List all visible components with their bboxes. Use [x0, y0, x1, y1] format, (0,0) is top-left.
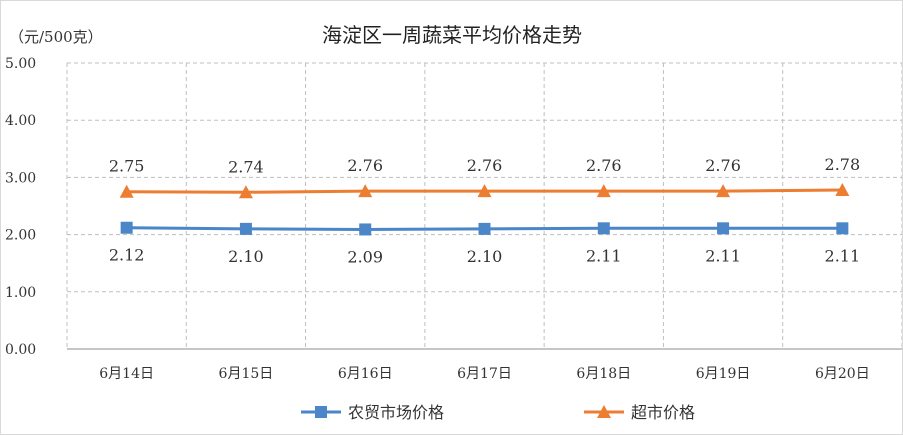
data-point-square — [836, 222, 849, 235]
x-tick-label: 6月17日 — [457, 366, 512, 382]
unit-label: （元/500克） — [9, 28, 103, 46]
data-label: 2.76 — [347, 156, 383, 175]
x-tick-label: 6月15日 — [219, 366, 274, 382]
axes: 0.00 1.00 2.00 3.00 4.00 5.00 6月14日 6月15日 6月16日 6… — [5, 56, 902, 382]
data-label: 2.09 — [347, 247, 383, 266]
data-label: 2.10 — [467, 247, 503, 266]
y-tick-label: 0.00 — [5, 342, 36, 358]
data-label: 2.12 — [109, 246, 145, 265]
x-tick-label: 6月14日 — [99, 366, 154, 382]
legend-label: 超市价格 — [631, 403, 695, 422]
data-point-triangle — [358, 184, 373, 198]
legend-item-1: 农贸市场价格 — [301, 403, 444, 422]
data-point-triangle — [596, 184, 611, 198]
data-label: 2.11 — [705, 246, 741, 265]
data-label: 2.76 — [586, 156, 622, 175]
data-point-square — [120, 221, 133, 234]
x-tick-label: 6月16日 — [338, 366, 393, 382]
legend-marker-triangle — [597, 405, 611, 418]
data-point-triangle — [238, 185, 253, 199]
data-point-triangle — [119, 184, 134, 198]
legend-label: 农贸市场价格 — [348, 403, 444, 422]
data-point-square — [597, 222, 610, 235]
data-label: 2.75 — [109, 157, 145, 176]
data-label: 2.76 — [467, 156, 503, 175]
y-tick-label: 4.00 — [5, 113, 36, 129]
y-tick-label: 3.00 — [5, 170, 36, 186]
x-tick-label: 6月18日 — [576, 366, 631, 382]
series-2 — [119, 182, 850, 199]
data-label: 2.11 — [586, 246, 622, 265]
y-tick-label: 1.00 — [5, 285, 36, 301]
data-point-square — [478, 222, 491, 235]
data-labels: 2.12 2.10 2.09 2.10 2.11 2.11 2.11 2.75 2.74 2.76… — [109, 155, 860, 266]
data-label: 2.74 — [228, 157, 264, 176]
x-tick-label: 6月19日 — [696, 366, 751, 382]
legend: 农贸市场价格 超市价格 — [301, 403, 695, 422]
data-point-triangle — [477, 184, 492, 198]
series-group — [119, 182, 850, 236]
data-point-square — [239, 222, 252, 235]
gridlines — [66, 62, 902, 349]
x-tick-label: 6月20日 — [815, 366, 870, 382]
data-label: 2.11 — [825, 246, 861, 265]
chart-title: 海淀区一周蔬菜平均价格走势 — [322, 23, 582, 47]
legend-item-2: 超市价格 — [584, 403, 695, 422]
data-label: 2.76 — [705, 156, 741, 175]
data-point-triangle — [716, 184, 731, 198]
legend-marker-square — [315, 406, 327, 418]
data-label: 2.10 — [228, 247, 264, 266]
data-point-square — [717, 222, 730, 235]
data-point-triangle — [835, 182, 850, 196]
y-tick-label: 5.00 — [5, 56, 36, 72]
data-label: 2.78 — [825, 155, 861, 174]
y-tick-label: 2.00 — [5, 228, 36, 244]
series-1 — [120, 221, 849, 236]
data-point-square — [359, 223, 372, 236]
